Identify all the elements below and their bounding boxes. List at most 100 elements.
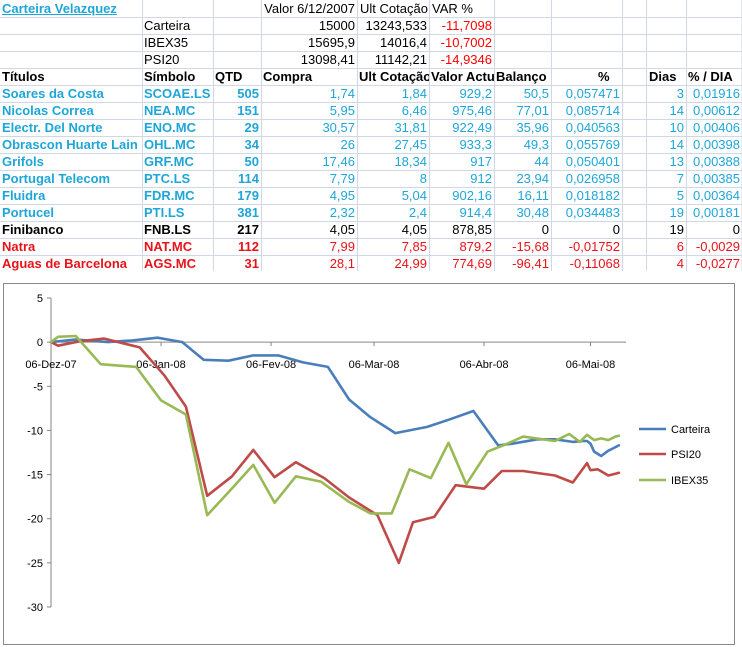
row-simbolo[interactable]: FNB.LS (144, 222, 191, 237)
row-qtd[interactable]: 179 (237, 188, 259, 203)
summary-ult[interactable]: 13243,533 (365, 18, 427, 33)
row-qtd[interactable]: 50 (244, 154, 259, 169)
row-ult[interactable]: 8 (419, 171, 427, 186)
row-compra[interactable]: 26 (340, 137, 355, 152)
row-dias[interactable]: 5 (676, 188, 684, 203)
row-pct-dia[interactable]: -0,0029 (695, 239, 740, 254)
row-ult[interactable]: 7,85 (401, 239, 427, 254)
row-balanco[interactable]: 49,3 (523, 137, 549, 152)
row-pct-dia[interactable]: 0,00406 (693, 120, 740, 135)
row-pct[interactable]: 0,085714 (565, 103, 620, 118)
summary-var[interactable]: -10,7002 (440, 35, 492, 50)
row-titulo[interactable]: Finibanco (2, 222, 64, 237)
row-qtd[interactable]: 381 (237, 205, 259, 220)
row-simbolo[interactable]: NEA.MC (144, 103, 196, 118)
row-ult[interactable]: 1,84 (401, 86, 427, 101)
row-balanco[interactable]: 23,94 (516, 171, 549, 186)
row-titulo[interactable]: Portucel (2, 205, 55, 220)
summary-header-var[interactable]: VAR % (432, 1, 473, 16)
summary-var[interactable]: -14,9346 (440, 52, 492, 67)
row-ult[interactable]: 2,4 (408, 205, 427, 220)
row-pct[interactable]: -0,01752 (568, 239, 620, 254)
row-valor[interactable]: 878,85 (452, 222, 492, 237)
row-valor[interactable]: 917 (470, 154, 492, 169)
header-simbolo[interactable]: Símbolo (144, 69, 196, 84)
row-pct-dia[interactable]: 0,01916 (693, 86, 740, 101)
row-simbolo[interactable]: AGS.MC (144, 256, 196, 271)
row-titulo[interactable]: Nicolas Correa (2, 103, 94, 118)
row-valor[interactable]: 929,2 (459, 86, 492, 101)
row-compra[interactable]: 4,95 (329, 188, 355, 203)
row-pct-dia[interactable]: 0,00181 (693, 205, 740, 220)
row-compra[interactable]: 1,74 (329, 86, 355, 101)
row-simbolo[interactable]: FDR.MC (144, 188, 195, 203)
header-ult-cotacao[interactable]: Ult Cotação (359, 69, 429, 84)
row-qtd[interactable]: 34 (244, 137, 259, 152)
row-pct-dia[interactable]: 0,00364 (693, 188, 740, 203)
row-balanco[interactable]: 35,96 (516, 120, 549, 135)
summary-valor[interactable]: 13098,41 (300, 52, 355, 67)
row-qtd[interactable]: 217 (237, 222, 259, 237)
row-titulo[interactable]: Electr. Del Norte (2, 120, 103, 135)
row-ult[interactable]: 24,99 (394, 256, 427, 271)
row-titulo[interactable]: Aguas de Barcelona (2, 256, 127, 271)
row-qtd[interactable]: 29 (244, 120, 259, 135)
row-valor[interactable]: 975,46 (452, 103, 492, 118)
row-balanco[interactable]: 16,11 (517, 188, 549, 203)
row-compra[interactable]: 28,1 (329, 256, 355, 271)
row-balanco[interactable]: -15,68 (512, 239, 549, 254)
row-compra[interactable]: 4,05 (329, 222, 355, 237)
row-titulo[interactable]: Soares da Costa (2, 86, 104, 101)
row-ult[interactable]: 4,05 (401, 222, 427, 237)
row-compra[interactable]: 7,79 (329, 171, 355, 186)
header-compra[interactable]: Compra (263, 69, 313, 84)
header-titulos[interactable]: Títulos (2, 69, 45, 84)
row-simbolo[interactable]: ENO.MC (144, 120, 196, 135)
summary-var[interactable]: -11,7098 (441, 18, 492, 33)
row-pct-dia[interactable]: 0 (732, 222, 740, 237)
row-simbolo[interactable]: SCOAE.LS (144, 86, 211, 101)
row-pct[interactable]: 0,057471 (565, 86, 620, 101)
row-dias[interactable]: 14 (669, 137, 684, 152)
row-titulo[interactable]: Natra (2, 239, 36, 254)
row-pct-dia[interactable]: 0,00388 (693, 154, 740, 169)
row-qtd[interactable]: 31 (244, 256, 259, 271)
header-qtd[interactable]: QTD (215, 69, 243, 84)
row-pct[interactable]: 0,040563 (565, 120, 620, 135)
summary-valor[interactable]: 15695,9 (308, 35, 355, 50)
row-dias[interactable]: 10 (669, 120, 684, 135)
row-balanco[interactable]: 30,48 (516, 205, 549, 220)
row-compra[interactable]: 17,46 (322, 154, 355, 169)
row-ult[interactable]: 5,04 (401, 188, 427, 203)
row-dias[interactable]: 19 (669, 205, 684, 220)
row-simbolo[interactable]: OHL.MC (144, 137, 196, 152)
header-pct[interactable]: % (598, 69, 610, 84)
row-valor[interactable]: 922,49 (452, 120, 492, 135)
summary-name[interactable]: PSI20 (144, 52, 180, 67)
row-valor[interactable]: 914,4 (459, 205, 492, 220)
row-dias[interactable]: 7 (676, 171, 684, 186)
sheet-title-link[interactable]: Carteira Velazquez (2, 1, 117, 16)
row-pct[interactable]: 0,018182 (565, 188, 620, 203)
row-ult[interactable]: 27,45 (394, 137, 427, 152)
summary-header-ult[interactable]: Ult Cotação (360, 1, 428, 16)
summary-valor[interactable]: 15000 (318, 18, 355, 33)
row-compra[interactable]: 7,99 (329, 239, 355, 254)
row-pct-dia[interactable]: -0,0277 (695, 256, 740, 271)
row-pct[interactable]: 0,055769 (565, 137, 620, 152)
row-ult[interactable]: 6,46 (401, 103, 427, 118)
row-balanco[interactable]: 0 (541, 222, 549, 237)
row-balanco[interactable]: -96,41 (512, 256, 549, 271)
row-compra[interactable]: 5,95 (329, 103, 355, 118)
row-ult[interactable]: 31,81 (394, 120, 427, 135)
row-dias[interactable]: 4 (676, 256, 684, 271)
summary-ult[interactable]: 11142,21 (374, 52, 427, 67)
row-dias[interactable]: 6 (676, 239, 684, 254)
line-chart[interactable]: 5 0 -5 -10 -15 -20 -25 -30 06-Dez-07 06-Jan-08 06-… (3, 283, 735, 645)
row-balanco[interactable]: 50,5 (523, 86, 549, 101)
row-qtd[interactable]: 505 (237, 86, 259, 101)
row-simbolo[interactable]: PTC.LS (144, 171, 191, 186)
row-ult[interactable]: 18,34 (394, 154, 427, 169)
row-simbolo[interactable]: PTI.LS (144, 205, 185, 220)
row-pct[interactable]: 0 (612, 222, 620, 237)
